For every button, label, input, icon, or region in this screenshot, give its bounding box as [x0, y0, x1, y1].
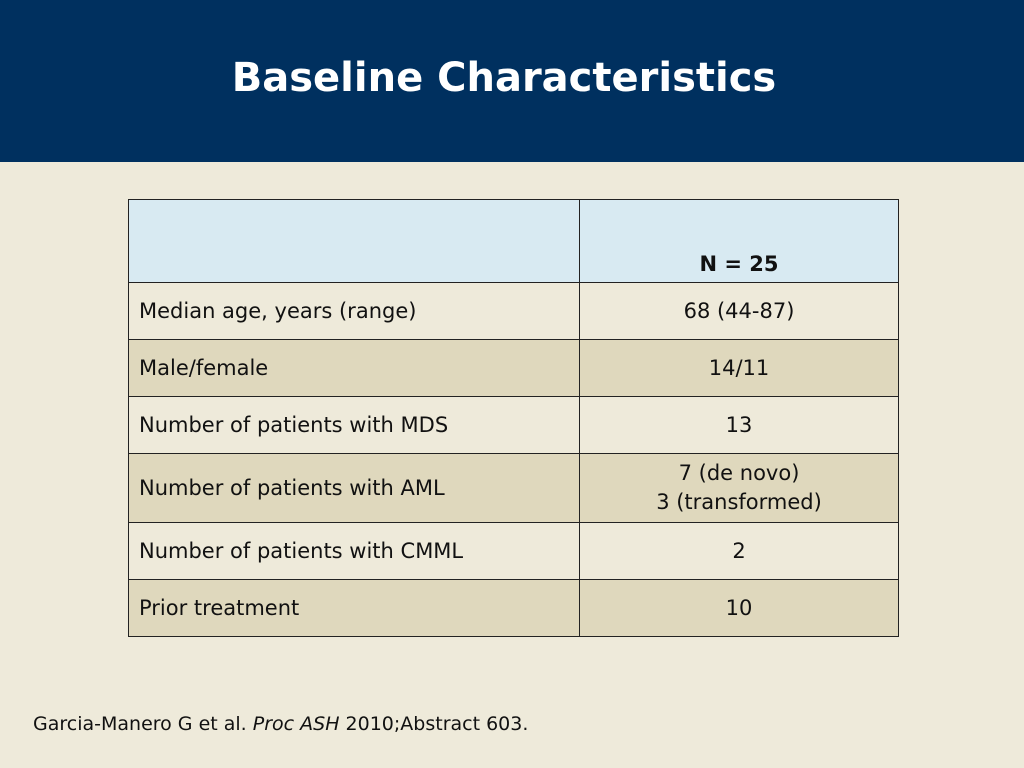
table-header-cell-n: N = 25	[579, 199, 899, 283]
row-value: 10	[579, 579, 899, 637]
row-value-line: 68 (44-87)	[683, 299, 795, 323]
table-header-row: N = 25	[128, 199, 899, 283]
citation-authors: Garcia-Manero G et al.	[33, 713, 253, 735]
citation-footer: Garcia-Manero G et al. Proc ASH 2010;Abs…	[33, 713, 528, 735]
table-row: Number of patients with MDS 13	[128, 396, 899, 454]
row-value: 68 (44-87)	[579, 282, 899, 340]
row-label: Number of patients with AML	[128, 453, 580, 523]
row-value-line: 2	[732, 539, 746, 563]
table-row: Prior treatment 10	[128, 579, 899, 637]
citation-details: 2010;Abstract 603.	[339, 713, 529, 735]
row-label: Male/female	[128, 339, 580, 397]
row-value-line: 14/11	[708, 356, 770, 380]
row-label: Number of patients with MDS	[128, 396, 580, 454]
row-value-line: 7 (de novo)	[678, 461, 800, 485]
row-value: 2	[579, 522, 899, 580]
citation-journal: Proc ASH	[252, 713, 340, 735]
row-value-line: 13	[725, 413, 753, 437]
table-row: Male/female 14/11	[128, 339, 899, 397]
row-label: Median age, years (range)	[128, 282, 580, 340]
slide-title: Baseline Characteristics	[231, 55, 777, 101]
table-header-cell-label	[128, 199, 580, 283]
table-row: Median age, years (range) 68 (44-87)	[128, 282, 899, 340]
row-label: Number of patients with CMML	[128, 522, 580, 580]
row-value-line: 3 (transformed)	[656, 490, 822, 514]
baseline-table: N = 25 Median age, years (range) 68 (44-…	[128, 199, 899, 637]
table-row: Number of patients with CMML 2	[128, 522, 899, 580]
row-value: 14/11	[579, 339, 899, 397]
table-row: Number of patients with AML 7 (de novo) …	[128, 453, 899, 523]
row-value: 7 (de novo) 3 (transformed)	[579, 453, 899, 523]
row-value-line: 10	[725, 596, 753, 620]
slide-header	[0, 0, 1024, 162]
row-label: Prior treatment	[128, 579, 580, 637]
row-value: 13	[579, 396, 899, 454]
